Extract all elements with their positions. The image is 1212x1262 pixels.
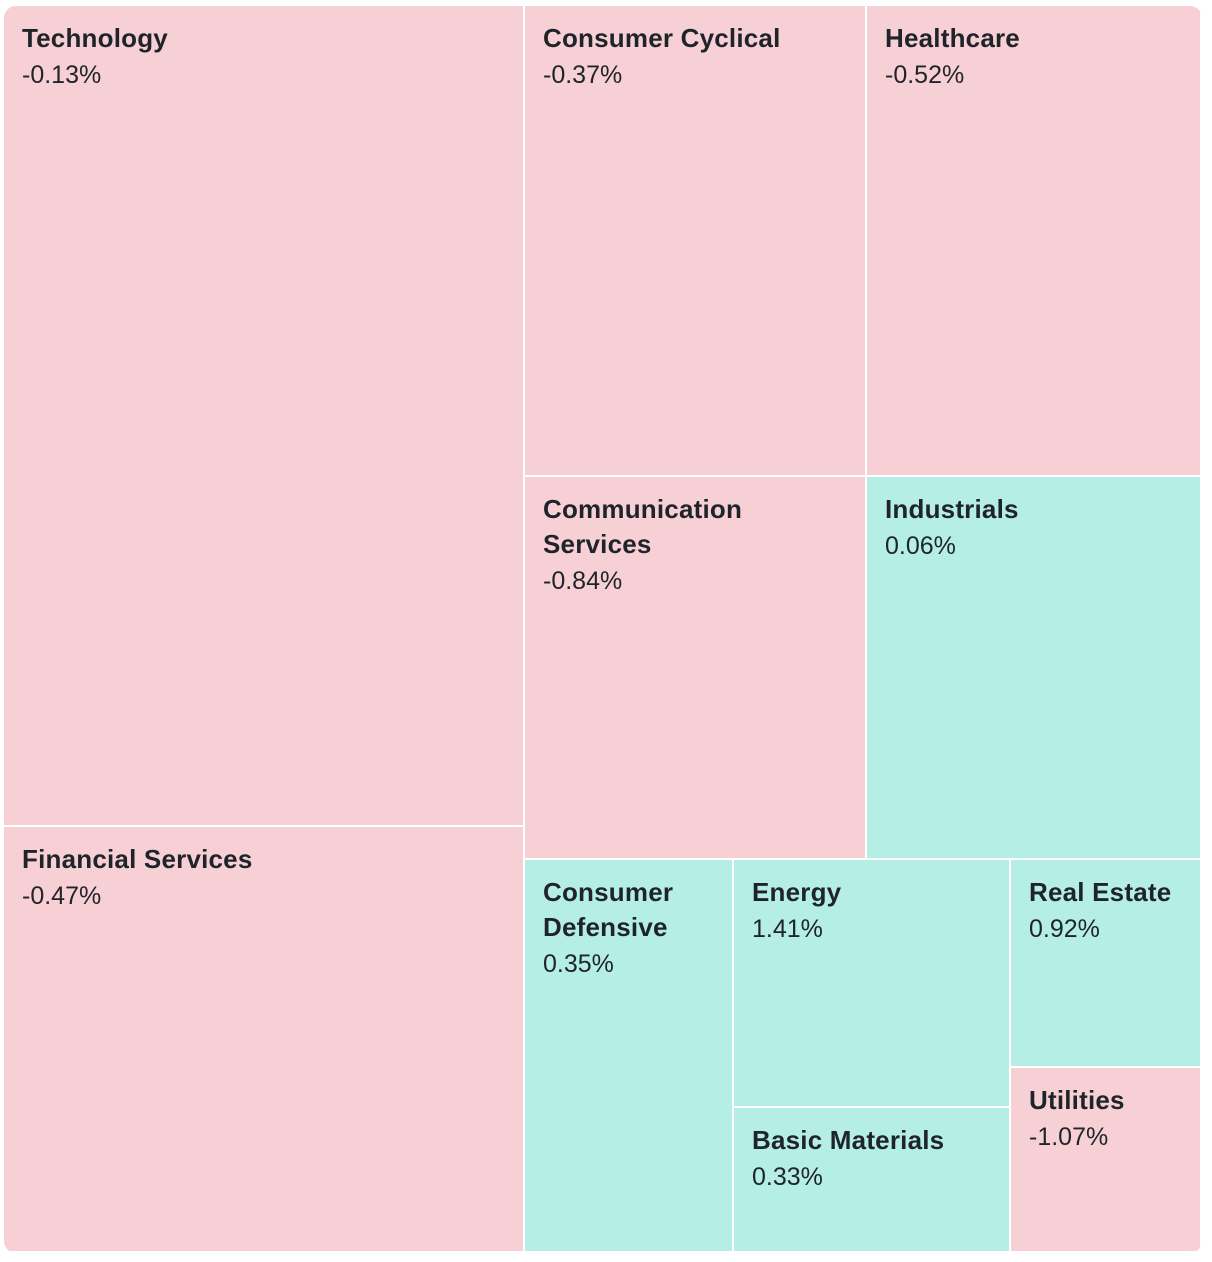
sector-name: Energy [752, 877, 842, 907]
sector-name: Communication Services [543, 494, 743, 559]
sector-name: Basic Materials [752, 1125, 945, 1155]
sector-change: -0.52% [885, 61, 965, 89]
tile-real-estate[interactable]: Real Estate 0.92% [1011, 860, 1202, 1068]
tile-consumer-cyclical[interactable]: Consumer Cyclical -0.37% [525, 6, 867, 477]
sector-change: 0.33% [752, 1163, 823, 1191]
sector-change: -0.37% [543, 61, 623, 89]
tile-basic-materials[interactable]: Basic Materials 0.33% [734, 1108, 1011, 1253]
sector-name: Financial Services [22, 844, 253, 874]
sector-name: Consumer Defensive [543, 877, 674, 942]
tile-communication-services[interactable]: Communication Services -0.84% [525, 477, 867, 860]
sector-name: Real Estate [1029, 877, 1172, 907]
sector-change: 0.06% [885, 532, 956, 560]
tile-healthcare[interactable]: Healthcare -0.52% [867, 6, 1202, 477]
tile-consumer-defensive[interactable]: Consumer Defensive 0.35% [525, 860, 734, 1253]
sector-name: Technology [22, 23, 168, 53]
sector-change: 1.41% [752, 915, 823, 943]
tile-utilities[interactable]: Utilities -1.07% [1011, 1068, 1202, 1253]
sector-treemap: Technology -0.13% Financial Services -0.47%… [4, 6, 1202, 1253]
tile-technology[interactable]: Technology -0.13% [4, 6, 525, 827]
sector-name: Healthcare [885, 23, 1020, 53]
sector-name: Industrials [885, 494, 1019, 524]
tile-financial-services[interactable]: Financial Services -0.47% [4, 827, 525, 1253]
sector-change: 0.35% [543, 950, 614, 978]
tile-energy[interactable]: Energy 1.41% [734, 860, 1011, 1108]
sector-change: 0.92% [1029, 915, 1100, 943]
sector-change: -0.47% [22, 882, 102, 910]
tile-industrials[interactable]: Industrials 0.06% [867, 477, 1202, 860]
sector-name: Utilities [1029, 1085, 1125, 1115]
sector-name: Consumer Cyclical [543, 23, 781, 53]
sector-change: -0.13% [22, 61, 102, 89]
sector-change: -0.84% [543, 567, 623, 595]
sector-change: -1.07% [1029, 1123, 1109, 1151]
